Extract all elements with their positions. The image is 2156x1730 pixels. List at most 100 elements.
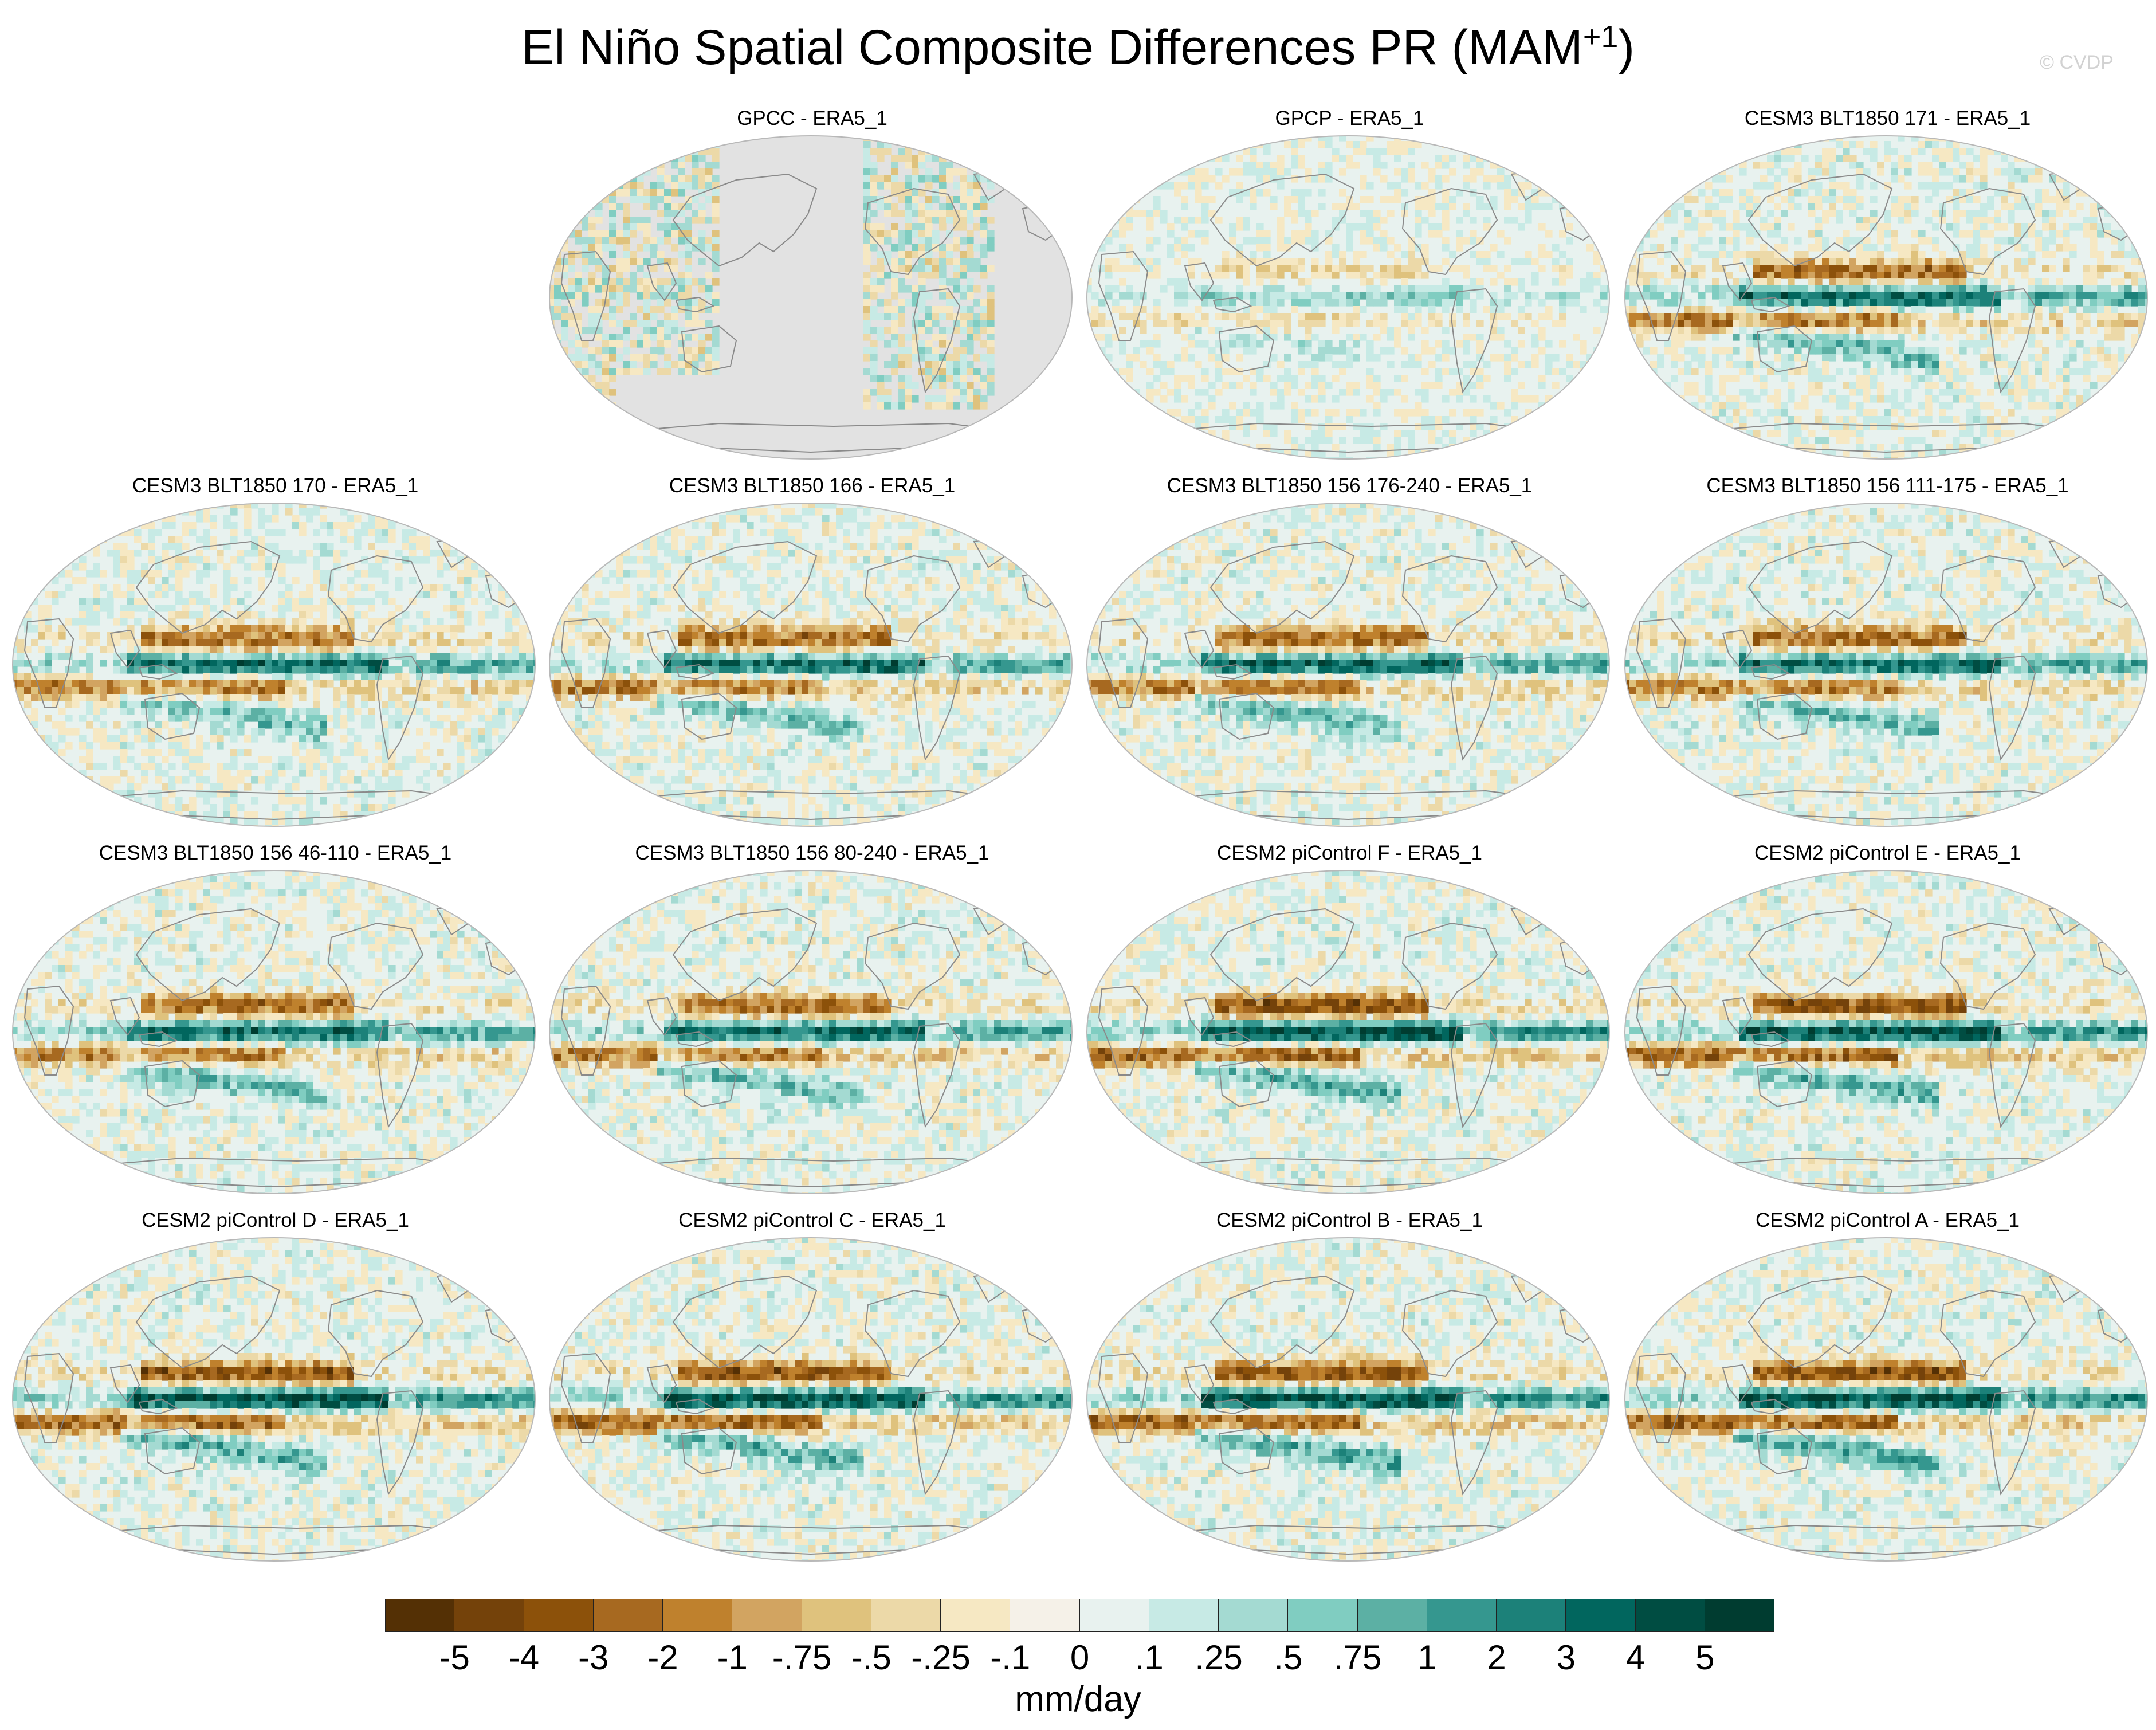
coastline [1747,908,1893,1002]
coastline [1209,908,1355,1002]
colorbar-tick-label: .75 [1318,1638,1398,1678]
coastline [675,664,715,680]
map-boundary [12,870,536,1194]
coastline [376,655,424,761]
panel-title: CESM2 piControl D - ERA5_1 [10,1206,540,1235]
colorbar-tick-label: 1 [1387,1638,1467,1678]
robinson-map [12,870,536,1194]
colorbar-swatch [1566,1599,1636,1632]
map-boundary [12,1237,536,1562]
map-panel: CESM3 BLT1850 166 - ERA5_1 [547,472,1077,841]
map-panel: CESM3 BLT1850 156 176-240 - ERA5_1 [1085,472,1615,841]
robinson-map [1624,870,2148,1194]
colorbar-tick-label: 2 [1456,1638,1537,1678]
panel-title: CESM2 piControl E - ERA5_1 [1623,839,2153,868]
coastline [864,187,961,276]
colorbar-swatch [1427,1599,1497,1632]
coastline [144,692,201,740]
coastline [675,1031,715,1048]
coastline [144,1427,201,1475]
coastline [1401,555,1498,643]
colorbar-tick-label: -.1 [970,1638,1050,1678]
colorbar-tick-label: -5 [414,1638,494,1678]
coastline [1636,1352,1687,1443]
colorbar-tick-label: .1 [1109,1638,1189,1678]
coastline [109,1364,140,1403]
coastline [560,1352,611,1443]
coastline [1209,173,1355,267]
coastlines [1636,905,2142,1188]
colorbar-swatch [732,1599,802,1632]
map-boundary [1624,1237,2148,1562]
coastline [1750,664,1790,680]
map-boundary [1086,870,1610,1194]
coastline [1939,555,2036,643]
colorbar-tick-label: -.5 [831,1638,912,1678]
coastline [672,173,818,267]
colorbar-tick-label: -.75 [762,1638,842,1678]
map-panel: CESM3 BLT1850 156 111-175 - ERA5_1 [1623,472,2153,841]
map-panel: CESM2 piControl C - ERA5_1 [547,1206,1077,1576]
colorbar-tick-label: -1 [692,1638,772,1678]
coastline [1218,1060,1275,1108]
coastline [672,908,818,1002]
coastline [1401,922,1498,1010]
map-panel: GPCP - ERA5_1 [1085,104,1615,474]
coastline [135,908,281,1002]
colorbar-swatch [385,1599,455,1632]
robinson-map [549,870,1073,1194]
colorbar-tick-label: .25 [1179,1638,1259,1678]
coastline [144,1060,201,1108]
panel-title: CESM3 BLT1850 156 111-175 - ERA5_1 [1623,472,2153,500]
map-boundary [1624,503,2148,827]
colorbar-swatch [663,1599,733,1632]
coastline [1184,1364,1215,1403]
coastline [913,655,961,761]
map-boundary [1086,503,1610,827]
panel-title: CESM3 BLT1850 156 46-110 - ERA5_1 [10,839,540,868]
colorbar-swatch [593,1599,663,1632]
coastline [376,1390,424,1496]
coastline [1212,296,1252,313]
colorbar-swatch [941,1599,1011,1632]
colorbar-tick-label: 0 [1040,1638,1120,1678]
coastline [1450,1390,1498,1496]
coastline [1212,1031,1252,1048]
coastline [1988,1022,2036,1128]
coastline [681,1427,737,1475]
coastline [1939,187,2036,276]
coastline [138,1031,178,1048]
map-panel: CESM2 piControl F - ERA5_1 [1085,839,1615,1209]
robinson-map [1624,135,2148,460]
precip-difference-field [1087,136,1609,459]
colorbar-tick-label: 3 [1526,1638,1606,1678]
robinson-map [549,1237,1073,1562]
coastline [1184,262,1215,301]
robinson-map [12,1237,536,1562]
coastline [681,692,737,740]
map-panel: CESM3 BLT1850 171 - ERA5_1 [1623,104,2153,474]
coastline [135,540,281,634]
colorbar-swatch [1010,1599,1080,1632]
coastline [327,555,424,643]
coastline [1218,325,1275,373]
coastline [23,985,74,1076]
coastline [1747,1275,1893,1369]
coastline [1750,1031,1790,1048]
coastline [1098,985,1149,1076]
coastline [646,1364,677,1403]
map-panel: CESM2 piControl D - ERA5_1 [10,1206,540,1576]
colorbar-swatch [1288,1599,1358,1632]
panel-title: CESM2 piControl B - ERA5_1 [1085,1206,1615,1235]
coastline [1722,997,1753,1036]
coastline [1636,250,1687,341]
coastline [672,540,818,634]
coastline [1756,692,1813,740]
colorbar-swatch [1149,1599,1219,1632]
coastline [672,1275,818,1369]
coastline [138,1398,178,1415]
cvdp-watermark: © CVDP [2040,52,2114,74]
coastline [1750,296,1790,313]
coastline [1098,1352,1149,1443]
robinson-map [12,503,536,827]
